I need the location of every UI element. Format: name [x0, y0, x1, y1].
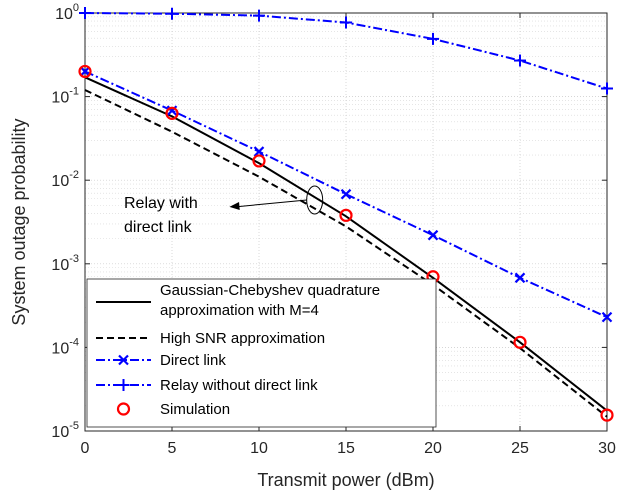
y-tick-label: 10-5	[51, 420, 79, 441]
series-4	[78, 64, 614, 422]
x-tick-label: 30	[598, 440, 616, 457]
data-point	[514, 54, 526, 67]
annotation-arrow-line	[235, 199, 307, 208]
annotation-label: direct link	[124, 219, 193, 236]
series-3	[79, 7, 613, 95]
legend-label: Gaussian-Chebyshev quadrature	[160, 282, 380, 299]
data-point	[340, 188, 352, 200]
annotation-arrowhead	[229, 201, 240, 210]
x-axis-title: Transmit power (dBm)	[257, 470, 434, 490]
data-point	[427, 229, 439, 241]
data-point	[252, 154, 266, 168]
data-point	[166, 7, 178, 20]
y-tick-label: 10-2	[51, 169, 79, 190]
data-point	[79, 7, 91, 19]
data-point	[79, 66, 91, 77]
series-line	[84, 76, 608, 412]
data-point	[601, 82, 613, 95]
legend-entry: Relay without direct link	[96, 377, 318, 394]
legend-label: approximation with M=4	[160, 302, 319, 319]
y-tick-label: 10-4	[51, 336, 79, 357]
y-axis-title: System outage probability	[9, 118, 29, 325]
data-point	[600, 408, 614, 422]
legend-box	[86, 278, 437, 428]
legend-label: Direct link	[160, 352, 226, 369]
data-point	[165, 106, 179, 120]
data-point	[339, 208, 353, 222]
legend-marker	[117, 379, 130, 391]
legend-marker	[116, 402, 131, 416]
x-tick-label: 0	[81, 440, 90, 457]
x-tick-label: 25	[511, 440, 529, 457]
data-point	[78, 64, 92, 79]
annotation: Relay with direct link	[124, 185, 324, 236]
x-tick-label: 10	[250, 440, 268, 457]
series-layer	[78, 7, 614, 422]
legend-label: High SNR approximation	[160, 330, 325, 347]
annotation-label: Relay with	[124, 195, 198, 212]
data-point	[253, 146, 265, 157]
x-tick-label: 20	[424, 440, 442, 457]
data-point	[514, 272, 526, 284]
y-tick-label: 100	[55, 2, 79, 23]
axis-ticks: 0 5 10 15 20 25 30 10-5 10-4 10-3 10-2 10-1 100	[51, 2, 616, 457]
y-tick-label: 10-3	[51, 253, 79, 274]
x-tick-label: 5	[168, 440, 177, 457]
legend-label: Relay without direct link	[160, 377, 318, 394]
legend-entry: Direct link	[96, 352, 226, 369]
data-point	[427, 32, 439, 45]
legend-entry: High SNR approximation	[96, 330, 325, 347]
x-tick-label: 15	[337, 440, 355, 457]
legend-label: Simulation	[160, 401, 230, 418]
legend-entry: Simulation	[116, 401, 230, 418]
y-tick-label: 10-1	[51, 86, 79, 107]
data-point	[601, 311, 613, 323]
legend-marker	[118, 354, 129, 366]
legend-entry: Gaussian-Chebyshev quadrature approximati…	[96, 282, 380, 319]
series-0	[84, 76, 608, 412]
series-2	[79, 66, 613, 323]
data-point	[253, 9, 265, 22]
legend: Gaussian-Chebyshev quadrature approximati…	[86, 278, 437, 428]
data-point	[513, 335, 527, 349]
data-point	[340, 16, 352, 29]
